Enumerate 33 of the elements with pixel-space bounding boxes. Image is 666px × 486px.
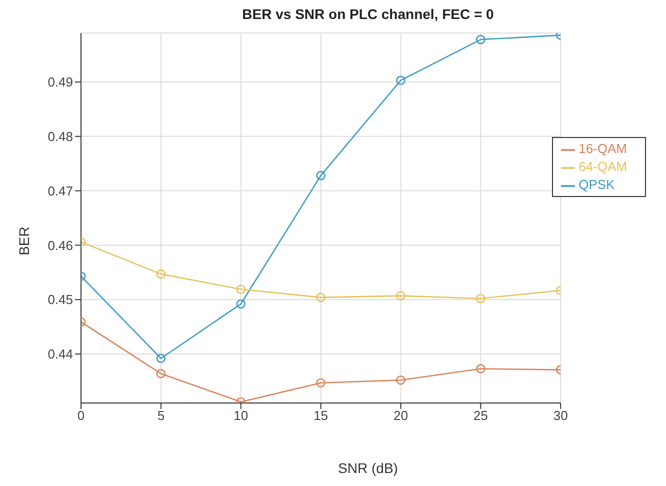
x-tick-label: 20	[393, 408, 408, 424]
point	[236, 284, 246, 294]
y-tick-label: 0.49	[48, 74, 73, 90]
point	[156, 269, 166, 279]
point	[156, 368, 166, 378]
x-tick-label: 0	[77, 408, 85, 424]
y-tick-label: 0.44	[48, 346, 73, 362]
point	[316, 378, 326, 388]
y-tick-label: 0.46	[48, 238, 73, 253]
point	[396, 76, 406, 85]
point	[476, 34, 486, 44]
y-tick-label: 0.48	[48, 128, 73, 144]
point	[236, 299, 246, 309]
x-tick-label: 10	[234, 408, 248, 424]
point	[316, 292, 326, 302]
legend-label: 64-QAM	[578, 159, 627, 174]
point	[156, 354, 166, 364]
point	[396, 291, 406, 300]
point	[476, 294, 486, 304]
chart-title: BER vs SNR on PLC channel, FEC = 0	[241, 6, 495, 22]
y-axis-title: BER	[16, 226, 32, 258]
point	[316, 170, 326, 180]
x-axis-title: SNR (dB)	[337, 460, 399, 476]
x-tick-label: 5	[157, 408, 165, 424]
point	[476, 364, 486, 374]
y-tick-label: 0.45	[48, 292, 73, 308]
legend-label: 16-QAM	[578, 141, 627, 156]
x-tick-label: 25	[473, 408, 488, 424]
legend-label: QPSK	[578, 177, 615, 192]
x-tick-label: 30	[553, 408, 568, 424]
point	[396, 375, 406, 385]
y-tick-label: 0.47	[48, 183, 73, 198]
x-tick-label: 15	[314, 408, 328, 424]
